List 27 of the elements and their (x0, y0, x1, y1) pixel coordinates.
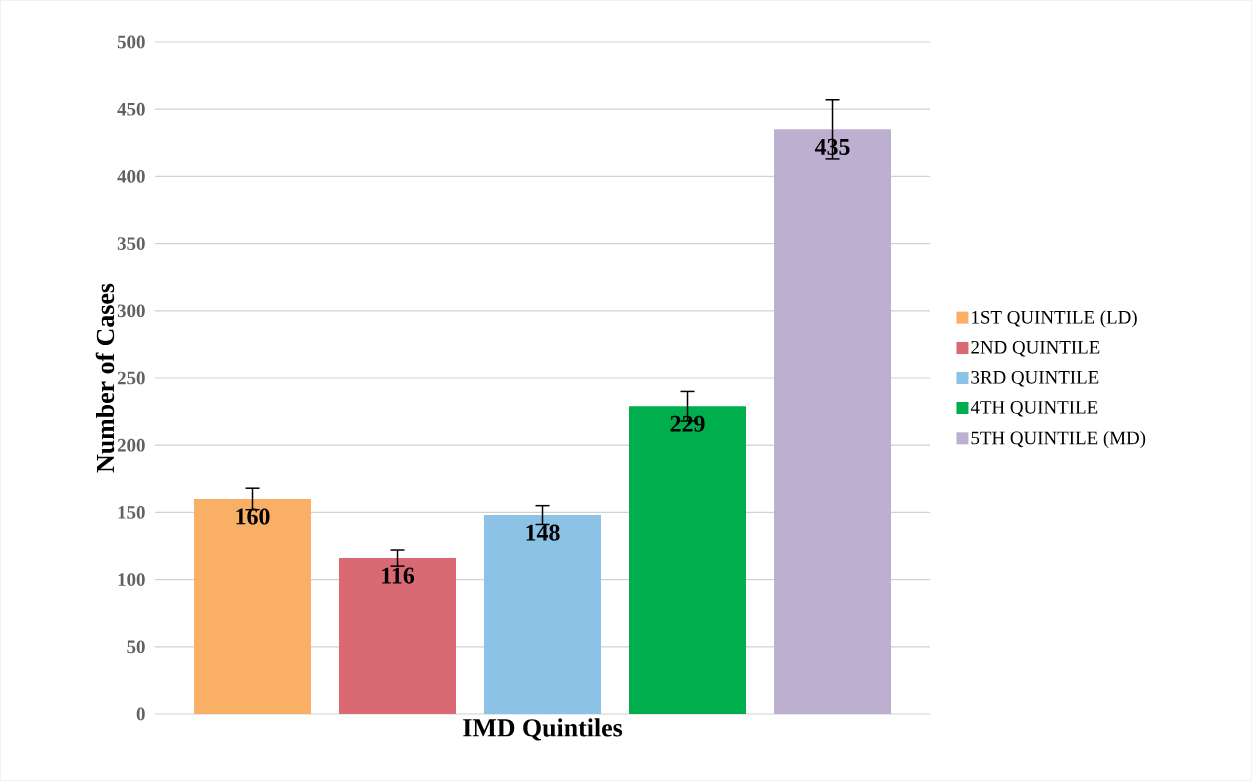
bar (194, 498, 312, 714)
y-tick-label: 400 (117, 170, 145, 183)
y-tick-label: 300 (117, 304, 145, 318)
y-tick-label: 200 (117, 438, 145, 452)
bar (629, 406, 747, 714)
legend-label: 2ND QUINTILE (971, 340, 1100, 357)
y-tick-label: 250 (117, 371, 145, 385)
y-tick-label: 0 (136, 707, 145, 721)
x-axis-title: IMD Quintiles (463, 718, 623, 741)
bar (484, 515, 602, 714)
legend-label: 3RD QUINTILE (971, 370, 1099, 387)
data-label: 229 (670, 415, 705, 432)
y-tick-label: 350 (117, 237, 145, 250)
y-tick-label: 100 (118, 573, 145, 586)
y-tick-label: 150 (118, 506, 145, 519)
y-tick-label: 450 (117, 102, 145, 116)
bar (339, 558, 457, 714)
y-tick-label: 500 (117, 35, 145, 49)
legend-label: 1ST QUINTILE (LD) (972, 310, 1137, 328)
bar (774, 129, 892, 714)
data-label: 116 (382, 567, 415, 584)
data-label: 160 (236, 508, 270, 525)
y-axis-title: Number of Cases (95, 283, 115, 473)
legend-label: 5TH QUINTILE (MD) (971, 431, 1146, 449)
legend-label: 4TH QUINTILE (970, 400, 1098, 417)
data-label: 148 (526, 524, 560, 541)
y-tick-label: 50 (127, 640, 145, 654)
